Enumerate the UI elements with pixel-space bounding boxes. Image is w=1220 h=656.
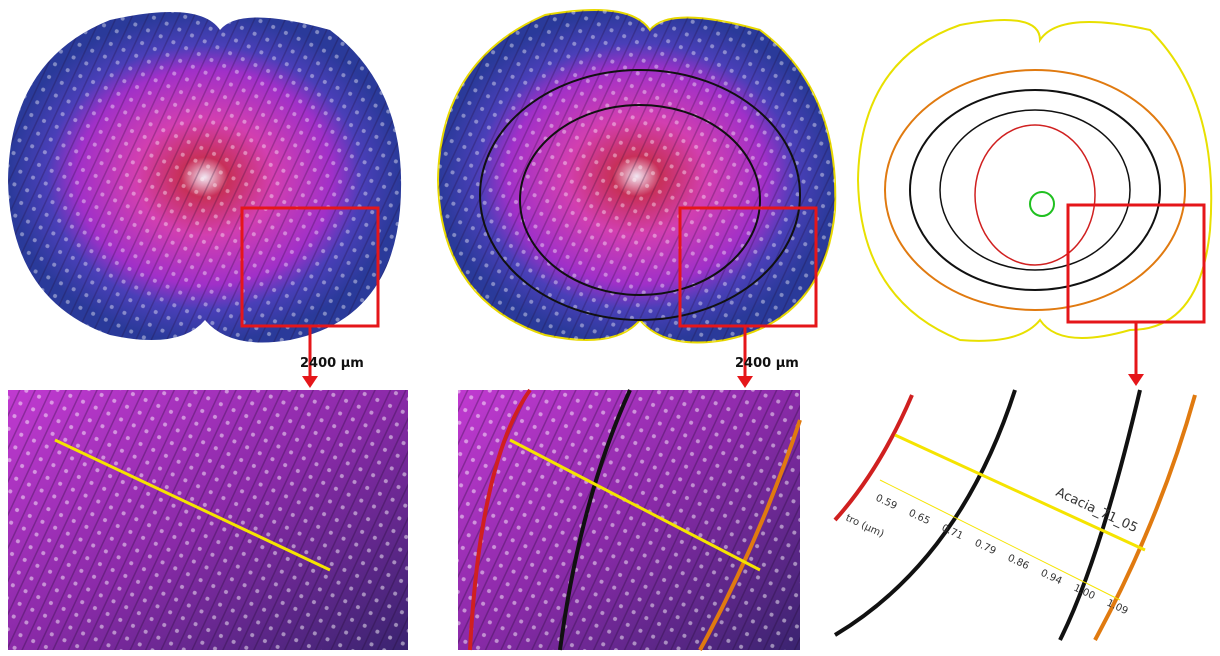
- ring: [910, 90, 1160, 290]
- arrow-head: [302, 376, 318, 388]
- panel-2: 2400 µm: [438, 10, 835, 650]
- panel-1: 2400 µm: [8, 12, 408, 650]
- ring: [940, 110, 1130, 270]
- wood-texture: [8, 12, 401, 343]
- zoom-box: [1068, 205, 1204, 322]
- scale-label: 0.65: [907, 508, 932, 527]
- ring: [885, 70, 1185, 310]
- ring: [835, 390, 1015, 635]
- zoom-texture: [8, 390, 408, 650]
- arrow-head: [737, 376, 753, 388]
- scale-label: 0.71: [940, 523, 965, 542]
- transect: [895, 435, 1145, 550]
- scale-label: 0.79: [973, 538, 998, 557]
- axis-label: tro (µm): [844, 513, 886, 540]
- wood-texture: [438, 10, 835, 343]
- scale-label: 0.86: [1006, 553, 1031, 572]
- scale-label: 1.00: [1072, 583, 1097, 602]
- panel-3: Acacia_71_05 tro (µm) 0.590.650.710.790.…: [835, 20, 1211, 640]
- scale-label: 0.59: [874, 493, 899, 512]
- scale-label: 0.94: [1039, 568, 1064, 587]
- figure: 2400 µm 2400 µm A: [0, 0, 1220, 656]
- scale-bar: 2400 µm: [735, 356, 799, 371]
- scale-bar: 2400 µm: [300, 356, 364, 371]
- arrow-head: [1128, 374, 1144, 386]
- pith: [1030, 192, 1054, 216]
